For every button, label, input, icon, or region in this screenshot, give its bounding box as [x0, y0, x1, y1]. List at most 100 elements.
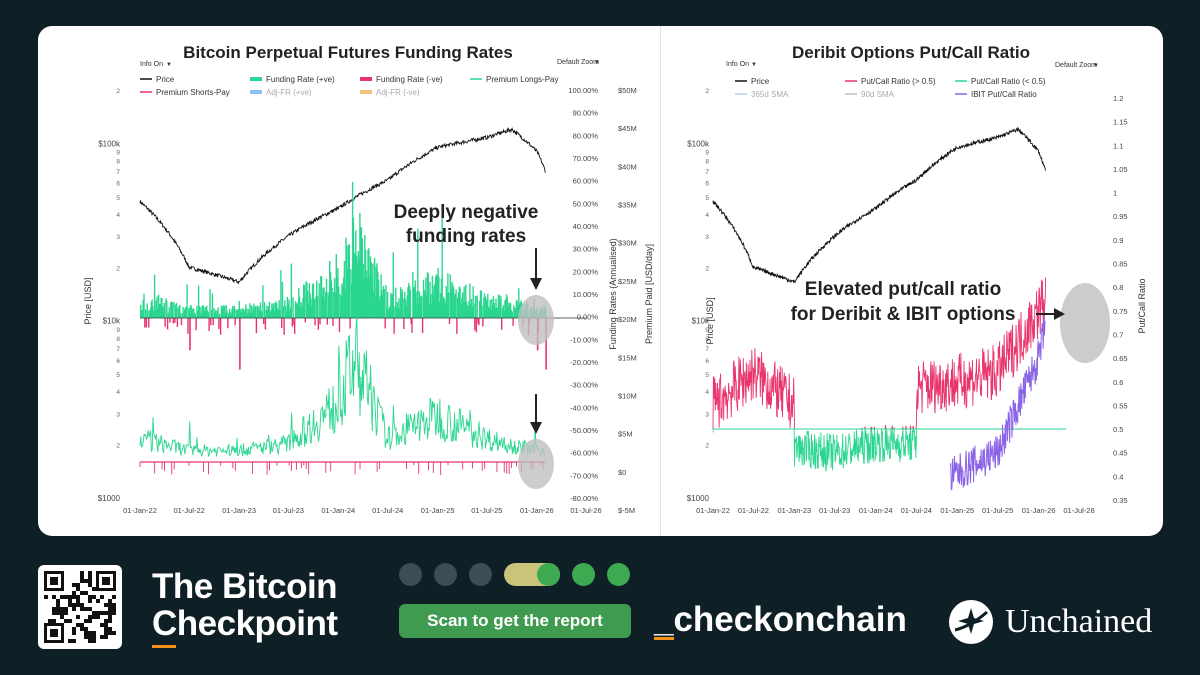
legend-label[interactable]: Adj-FR (-ve) [376, 88, 420, 97]
funding-bar-positive [433, 285, 435, 318]
funding-bar-positive [154, 310, 157, 318]
qr-module [104, 635, 108, 639]
price-minor-tick: 2 [116, 88, 120, 95]
funding-spike-negative [545, 318, 547, 370]
legend-label[interactable]: IBIT Put/Call Ratio [971, 90, 1037, 99]
funding-bar-positive [438, 277, 440, 318]
funding-bar-positive [347, 269, 349, 318]
qr-module [88, 579, 92, 583]
funding-bar-positive [157, 294, 160, 318]
highlight-circle-bottom [518, 439, 554, 489]
rate-tick-label: 100.00% [568, 86, 598, 95]
dot-2 [434, 563, 457, 586]
funding-bar-positive [359, 213, 361, 318]
funding-bar-positive [307, 290, 309, 318]
annotation-line-2: for Deribit & IBIT options [791, 304, 1016, 325]
funding-bar-negative [411, 318, 413, 333]
funding-bar-positive [472, 286, 474, 318]
funding-bar-negative [264, 318, 267, 330]
legend-label[interactable]: Funding Rate (-ve) [376, 75, 443, 84]
qr-module [84, 631, 88, 635]
price-tick-label: $10k [103, 317, 121, 326]
funding-bar-positive [426, 295, 428, 318]
unchained-wordmark: Unchained [1005, 603, 1153, 640]
funding-bar-positive [396, 302, 399, 318]
funding-bar-positive [267, 310, 269, 318]
funding-bar-positive [232, 306, 234, 318]
funding-bar-negative [212, 318, 214, 326]
unchained-brand: Unchained [949, 598, 1179, 648]
funding-bar-positive [495, 298, 497, 318]
default-zoom[interactable]: Default Zoom [1055, 62, 1097, 69]
funding-bar-negative [293, 318, 295, 325]
funding-bar-positive [192, 308, 194, 318]
rate-tick-label: 40.00% [573, 222, 599, 231]
x-tick-label: 01-Jul-23 [819, 506, 850, 515]
qr-module [96, 611, 100, 615]
qr-code[interactable] [38, 565, 122, 649]
funding-bar-positive [251, 311, 253, 318]
x-tick-label: 01-Jan-25 [940, 506, 974, 515]
funding-bar-negative [393, 318, 395, 334]
ibit-put-call-line [949, 315, 1046, 491]
funding-bar-positive [166, 300, 168, 318]
annotation-line-1: Deeply negative [394, 202, 539, 223]
qr-module [72, 595, 76, 599]
ratio-tick-label: 1 [1113, 189, 1117, 198]
funding-bar-positive [333, 278, 336, 318]
price-minor-tick: 6 [116, 358, 120, 365]
rate-tick-label: -70.00% [570, 471, 598, 480]
funding-bar-positive [184, 307, 187, 318]
info-caret-icon[interactable]: ▼ [751, 62, 757, 68]
funding-bar-positive [471, 306, 473, 318]
funding-bar-positive [416, 291, 418, 318]
rate-tick-label: 10.00% [573, 290, 599, 299]
info-caret-icon[interactable]: ▼ [166, 62, 172, 68]
funding-bar-positive [517, 305, 519, 318]
funding-bar-positive [368, 248, 370, 318]
funding-bar-positive [383, 289, 385, 318]
funding-bar-positive [261, 312, 263, 318]
qr-module [88, 607, 92, 611]
funding-bar-positive [231, 309, 233, 318]
checkonchain-handle: _checkonchain [654, 600, 907, 639]
rate-tick-label: -50.00% [570, 426, 598, 435]
funding-bar-positive [278, 300, 280, 318]
legend-label[interactable]: Price [156, 75, 175, 84]
legend-label[interactable]: Put/Call Ratio (< 0.5) [971, 77, 1046, 86]
scan-cta-button[interactable]: Scan to get the report [399, 604, 631, 638]
brand-line-2: Checkpoint [152, 604, 338, 643]
qr-module [68, 619, 72, 623]
zoom-caret-icon[interactable]: ▼ [1093, 63, 1099, 69]
zoom-caret-icon[interactable]: ▼ [594, 60, 600, 66]
funding-bar-positive [441, 206, 443, 318]
funding-bar-positive [141, 310, 143, 318]
funding-bar-positive [404, 291, 406, 318]
chart-title: Deribit Options Put/Call Ratio [792, 43, 1030, 62]
funding-bar-positive [232, 309, 235, 318]
legend-label[interactable]: Funding Rate (+ve) [266, 75, 335, 84]
legend-label[interactable]: Adj-FR (+ve) [266, 88, 312, 97]
info-toggle[interactable]: Info On [140, 61, 163, 68]
funding-bar-positive [279, 310, 281, 318]
x-tick-label: 01-Jan-22 [123, 506, 157, 515]
funding-bar-positive [430, 302, 433, 318]
funding-bar-positive [330, 280, 333, 318]
funding-bar-positive [479, 290, 482, 318]
legend-label[interactable]: 90d SMA [861, 90, 895, 99]
price-tick-label: $1000 [687, 494, 710, 503]
funding-bar-positive [503, 311, 505, 318]
qr-module [92, 595, 96, 599]
funding-bar-positive [250, 311, 252, 318]
x-tick-label: 01-Jul-23 [273, 506, 304, 515]
funding-bar-positive [506, 296, 509, 318]
legend-label[interactable]: 365d SMA [751, 90, 789, 99]
default-zoom[interactable]: Default Zoom [557, 59, 599, 66]
legend-label[interactable]: Premium Longs-Pay [486, 75, 558, 84]
legend-label[interactable]: Price [751, 77, 770, 86]
legend-label[interactable]: Put/Call Ratio (> 0.5) [861, 77, 936, 86]
funding-bar-positive [266, 305, 268, 318]
funding-bar-positive [143, 293, 145, 318]
legend-label[interactable]: Premium Shorts-Pay [156, 88, 230, 97]
info-toggle[interactable]: Info On [726, 61, 749, 68]
